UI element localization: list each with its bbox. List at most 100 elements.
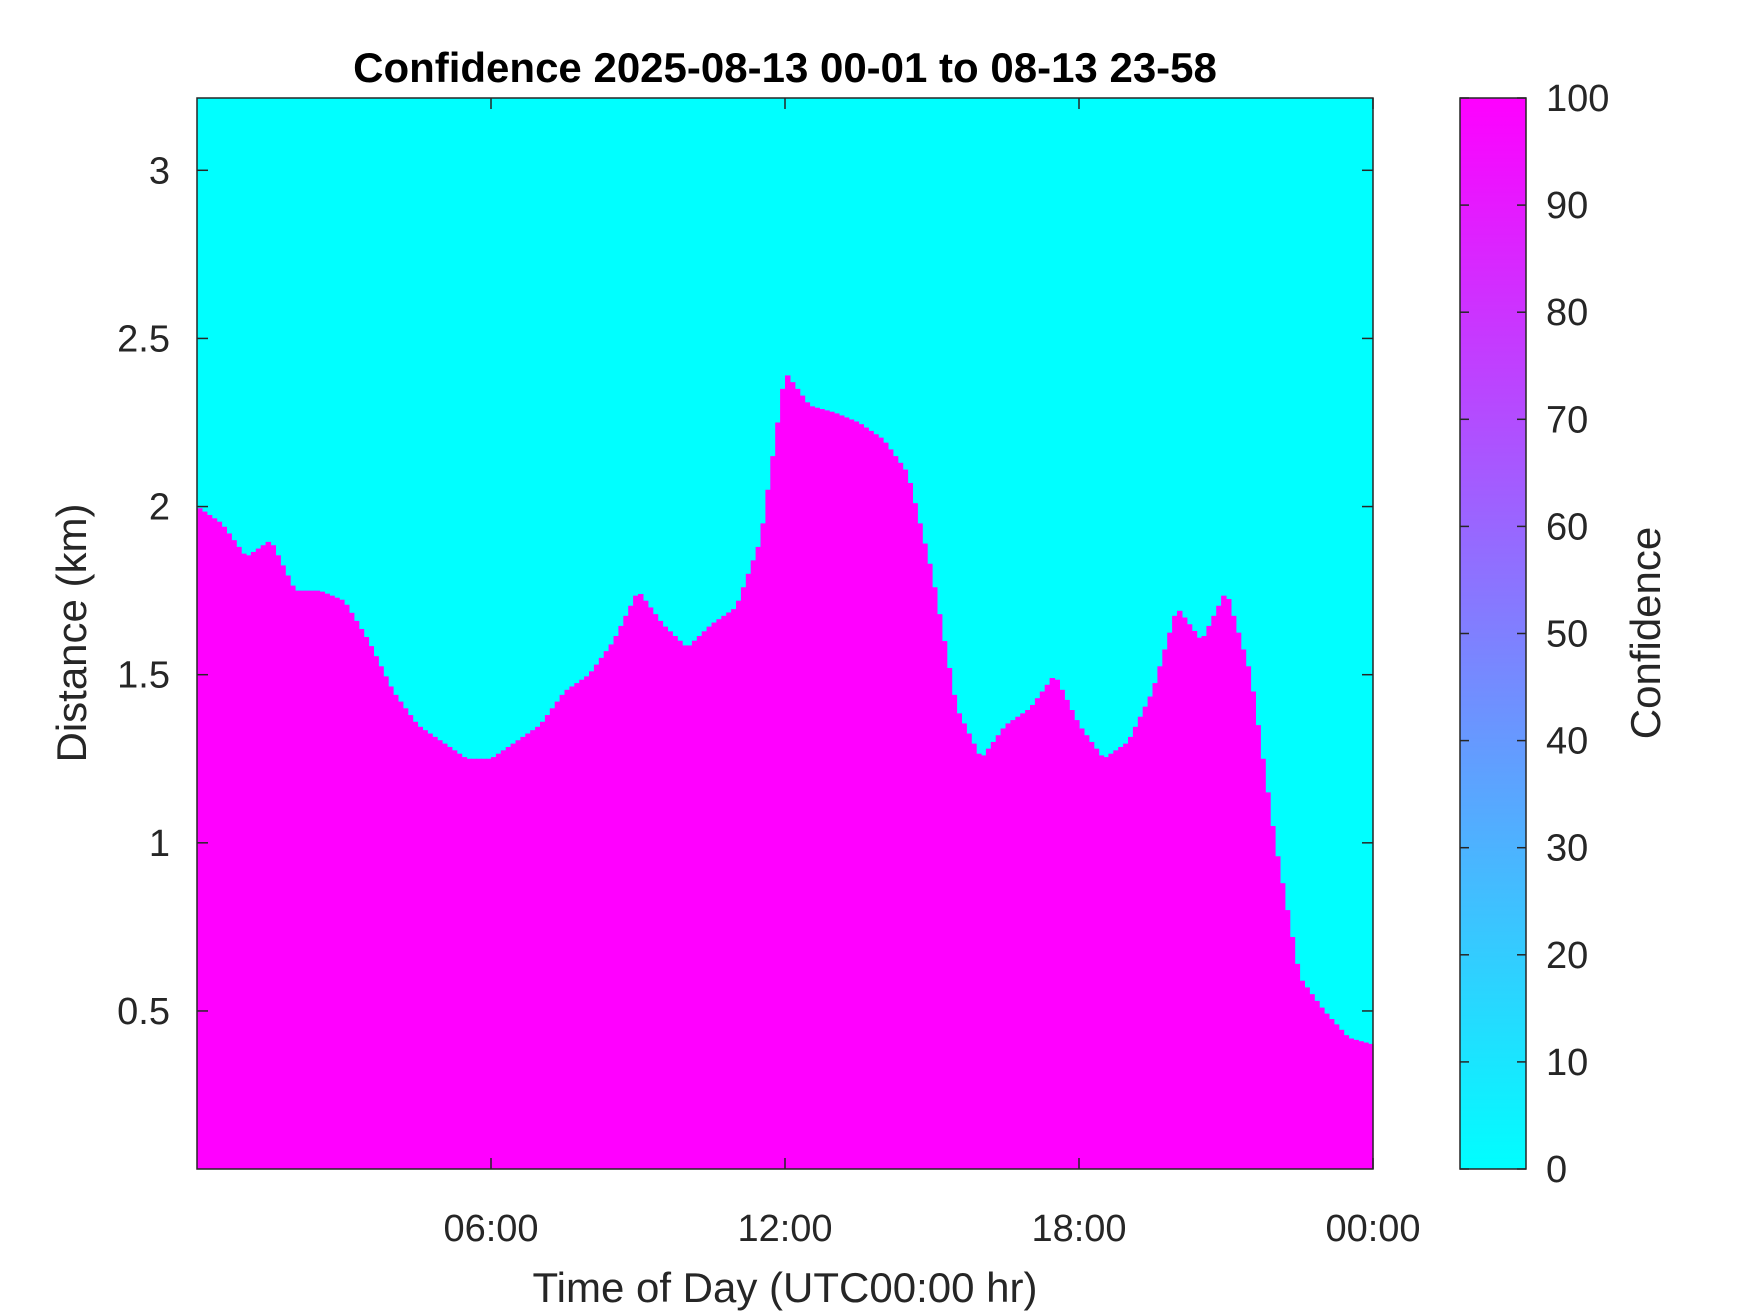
heatmap-column [780,388,786,1169]
colorbar-tick-label: 70 [1546,399,1588,441]
heatmap-column [892,456,899,1169]
heatmap-column [1333,1024,1340,1169]
heatmap-column [672,636,678,1169]
heatmap-column [221,526,227,1169]
heatmap-column [1275,856,1281,1169]
heatmap-column [1348,1038,1354,1169]
heatmap-column [461,757,468,1169]
heatmap-column [1059,689,1065,1169]
heatmap-column [932,587,938,1169]
heatmap-column [520,736,526,1169]
heatmap-column [495,753,502,1169]
heatmap-column [535,726,541,1169]
heatmap-column [1064,699,1070,1169]
heatmap-column [1363,1042,1369,1169]
heatmap-column [1309,994,1315,1169]
heatmap-column [1108,753,1114,1169]
heatmap-column [873,434,879,1169]
heatmap-column [1123,743,1129,1169]
heatmap-column [1093,748,1100,1169]
heatmap-column [804,402,811,1169]
heatmap-column [579,679,585,1169]
heatmap-column [422,730,428,1169]
colorbar: 0 10 20 30 40 50 60 70 80 90 100 Confidence [1459,78,1669,1191]
heatmap-column [510,743,517,1169]
heatmap-column [1245,666,1252,1169]
heatmap-column [760,523,766,1169]
heatmap-column [1343,1035,1350,1169]
heatmap-column [540,721,546,1169]
heatmap-column [255,548,262,1169]
heatmap-column [1186,624,1193,1169]
heatmap-column [1353,1039,1359,1169]
heatmap-column [1196,637,1203,1169]
heatmap-column [789,382,796,1169]
heatmap-column [378,666,384,1169]
heatmap-column [1098,755,1105,1169]
heatmap-column [471,758,477,1169]
colorbar-tick-label: 80 [1546,292,1588,334]
heatmap-column [951,694,958,1169]
heatmap-column [1054,679,1060,1169]
heatmap-column [736,600,742,1169]
y-axis-label: Distance (km) [48,503,95,762]
heatmap-column [295,590,301,1169]
y-tick-label: 1 [149,823,170,865]
heatmap-column [1000,728,1007,1169]
heatmap-column [1044,684,1051,1169]
heatmap-column [1284,910,1291,1169]
heatmap-column [922,543,928,1169]
heatmap-column [745,573,752,1169]
heatmap-column [809,406,815,1170]
heatmap-column [442,743,448,1169]
heatmap-column [1240,649,1247,1169]
heatmap-column [1294,963,1301,1169]
heatmap-column [706,626,713,1169]
heatmap-column [280,565,286,1169]
heatmap-column [633,595,639,1169]
heatmap-column [525,733,531,1169]
heatmap-column [917,523,923,1169]
heatmap-column [765,489,771,1169]
heatmap-column [848,419,855,1170]
y-tick-label: 2.5 [117,318,170,360]
heatmap-column [397,701,404,1169]
heatmap-column [985,748,992,1169]
heatmap-column [246,555,252,1169]
y-tick-label: 1.5 [117,655,170,697]
heatmap-column [559,694,566,1169]
heatmap-column [486,758,492,1169]
heatmap-column [1221,595,1227,1169]
heatmap-column [731,609,737,1169]
chart-title: Confidence 2025-08-13 00-01 to 08-13 23-… [353,44,1217,91]
heatmap-column [569,686,575,1169]
heatmap-column [1299,980,1305,1169]
heatmap-column [642,600,649,1169]
heatmap-column [1088,741,1095,1169]
heatmap-column [814,407,820,1169]
heatmap-column [1118,746,1124,1169]
heatmap-column [564,689,570,1169]
heatmap-column [309,590,316,1169]
heatmap-column [623,615,629,1169]
heatmap-column [324,593,330,1169]
heatmap-column [250,551,257,1169]
heatmap-column [775,422,781,1169]
heatmap-column [358,628,365,1169]
colorbar-tick-label: 40 [1546,721,1588,763]
heatmap-column [1015,716,1021,1169]
heatmap-column [726,612,732,1169]
plot-area [196,97,1374,1170]
heatmap-column [608,644,615,1169]
heatmap-column [1260,758,1266,1169]
heatmap-column [1338,1029,1345,1169]
heatmap-column [500,750,507,1169]
heatmap-column [260,545,267,1169]
heatmap-column [662,626,668,1169]
heatmap-column [785,375,791,1169]
heatmap-column [1074,720,1080,1169]
heatmap-column [638,593,644,1169]
heatmap-column [887,449,894,1169]
heatmap-column [946,667,953,1169]
heatmap-column [971,743,977,1169]
